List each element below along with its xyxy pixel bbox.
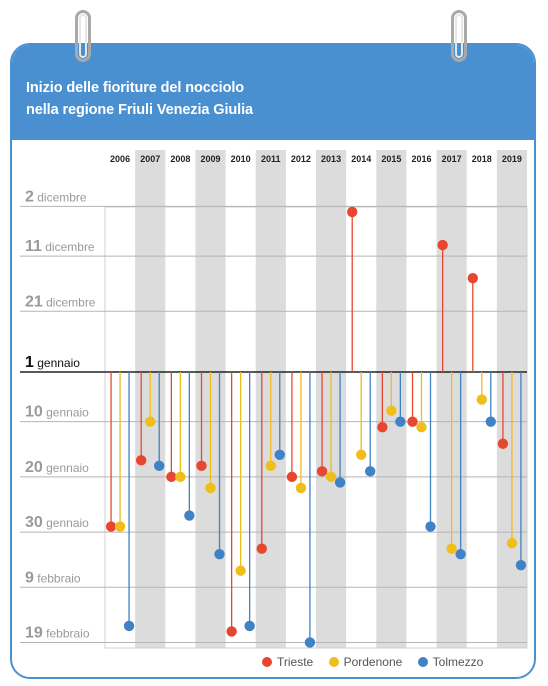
y-tick-label: 11 dicembre xyxy=(25,238,95,255)
data-point-tolmezzo xyxy=(244,620,255,632)
year-label: 2015 xyxy=(381,154,401,164)
chart-title-line-2: nella regione Friuli Venezia Giulia xyxy=(26,102,253,118)
data-point-tolmezzo xyxy=(365,466,376,477)
data-point-trieste xyxy=(407,416,418,427)
legend-label-tolmezzo: Tolmezzo xyxy=(432,655,484,669)
legend-dot-icon xyxy=(328,657,339,667)
plot-frame xyxy=(104,206,528,649)
legend-item-pordenone: Pordenone xyxy=(328,655,403,669)
y-tick-label: 9 febbraio xyxy=(25,569,81,586)
data-point-pordenone xyxy=(235,565,246,576)
legend-dot-icon xyxy=(262,657,272,667)
y-tick-label: 20 gennaio xyxy=(25,459,89,476)
data-point-pordenone xyxy=(114,521,126,532)
data-point-pordenone xyxy=(416,422,427,433)
data-point-trieste xyxy=(316,466,328,477)
data-point-tolmezzo xyxy=(455,548,466,560)
data-point-tolmezzo xyxy=(395,416,406,427)
y-tick-label: 1 gennaio xyxy=(25,354,80,371)
data-point-trieste xyxy=(347,206,358,218)
data-point-trieste xyxy=(105,521,117,532)
chart-title-line-1: Inizio delle fioriture del nocciolo xyxy=(26,80,245,96)
year-label: 2019 xyxy=(502,154,522,164)
data-point-tolmezzo xyxy=(304,637,316,648)
legend-item-tolmezzo: Tolmezzo xyxy=(417,655,484,669)
year-label: 2017 xyxy=(442,154,462,164)
data-point-tolmezzo xyxy=(274,449,285,460)
data-point-trieste xyxy=(166,471,177,483)
legend-item-trieste: Trieste xyxy=(262,655,313,669)
data-point-trieste xyxy=(286,471,298,483)
y-tick-label: 30 gennaio xyxy=(25,514,89,531)
data-point-pordenone xyxy=(386,405,397,416)
data-point-pordenone xyxy=(506,537,518,549)
data-point-tolmezzo xyxy=(485,416,496,427)
data-point-tolmezzo xyxy=(425,521,436,532)
data-point-trieste xyxy=(377,422,388,433)
year-label: 2016 xyxy=(411,154,431,164)
y-tick-label: 21 dicembre xyxy=(25,293,96,310)
year-label: 2007 xyxy=(140,154,160,164)
data-point-tolmezzo xyxy=(214,548,225,560)
data-point-trieste xyxy=(226,626,237,637)
data-point-pordenone xyxy=(476,394,487,405)
data-point-trieste xyxy=(437,239,448,251)
legend: Trieste Pordenone Tolmezzo xyxy=(262,655,495,669)
y-tick-label: 10 gennaio xyxy=(25,404,89,421)
year-label: 2018 xyxy=(472,154,492,164)
data-point-tolmezzo xyxy=(123,620,135,632)
data-point-trieste xyxy=(256,543,267,554)
header-bar: Inizio delle fioriture del nocciolo nell… xyxy=(12,45,534,140)
y-tick-label: 2 dicembre xyxy=(25,188,87,205)
data-point-pordenone xyxy=(205,482,216,494)
year-label: 2006 xyxy=(110,154,130,164)
data-point-pordenone xyxy=(356,449,367,460)
legend-label-trieste: Trieste xyxy=(277,655,314,669)
data-point-trieste xyxy=(136,455,147,466)
data-point-pordenone xyxy=(265,460,276,472)
year-label: 2014 xyxy=(351,154,371,164)
data-point-trieste xyxy=(467,272,478,284)
data-point-tolmezzo xyxy=(154,460,165,472)
data-point-tolmezzo xyxy=(515,560,527,571)
y-tick-label: 19 febbraio xyxy=(25,624,90,641)
data-point-pordenone xyxy=(145,416,156,427)
binder-ring-right-icon xyxy=(451,10,467,62)
binder-ring-left-icon xyxy=(75,10,91,62)
data-point-tolmezzo xyxy=(334,477,346,488)
data-point-pordenone xyxy=(446,543,457,554)
year-label: 2008 xyxy=(170,154,190,164)
data-point-trieste xyxy=(196,460,207,472)
year-label: 2009 xyxy=(200,154,220,164)
legend-label-pordenone: Pordenone xyxy=(343,655,403,669)
data-point-tolmezzo xyxy=(184,510,195,521)
data-point-pordenone xyxy=(295,482,307,494)
legend-dot-icon xyxy=(417,657,428,667)
data-point-pordenone xyxy=(325,471,337,483)
year-label: 2011 xyxy=(261,154,281,164)
year-label: 2013 xyxy=(321,154,341,164)
year-label: 2012 xyxy=(291,154,311,164)
data-point-trieste xyxy=(497,438,509,449)
data-point-pordenone xyxy=(175,471,186,483)
year-label: 2010 xyxy=(231,154,251,164)
